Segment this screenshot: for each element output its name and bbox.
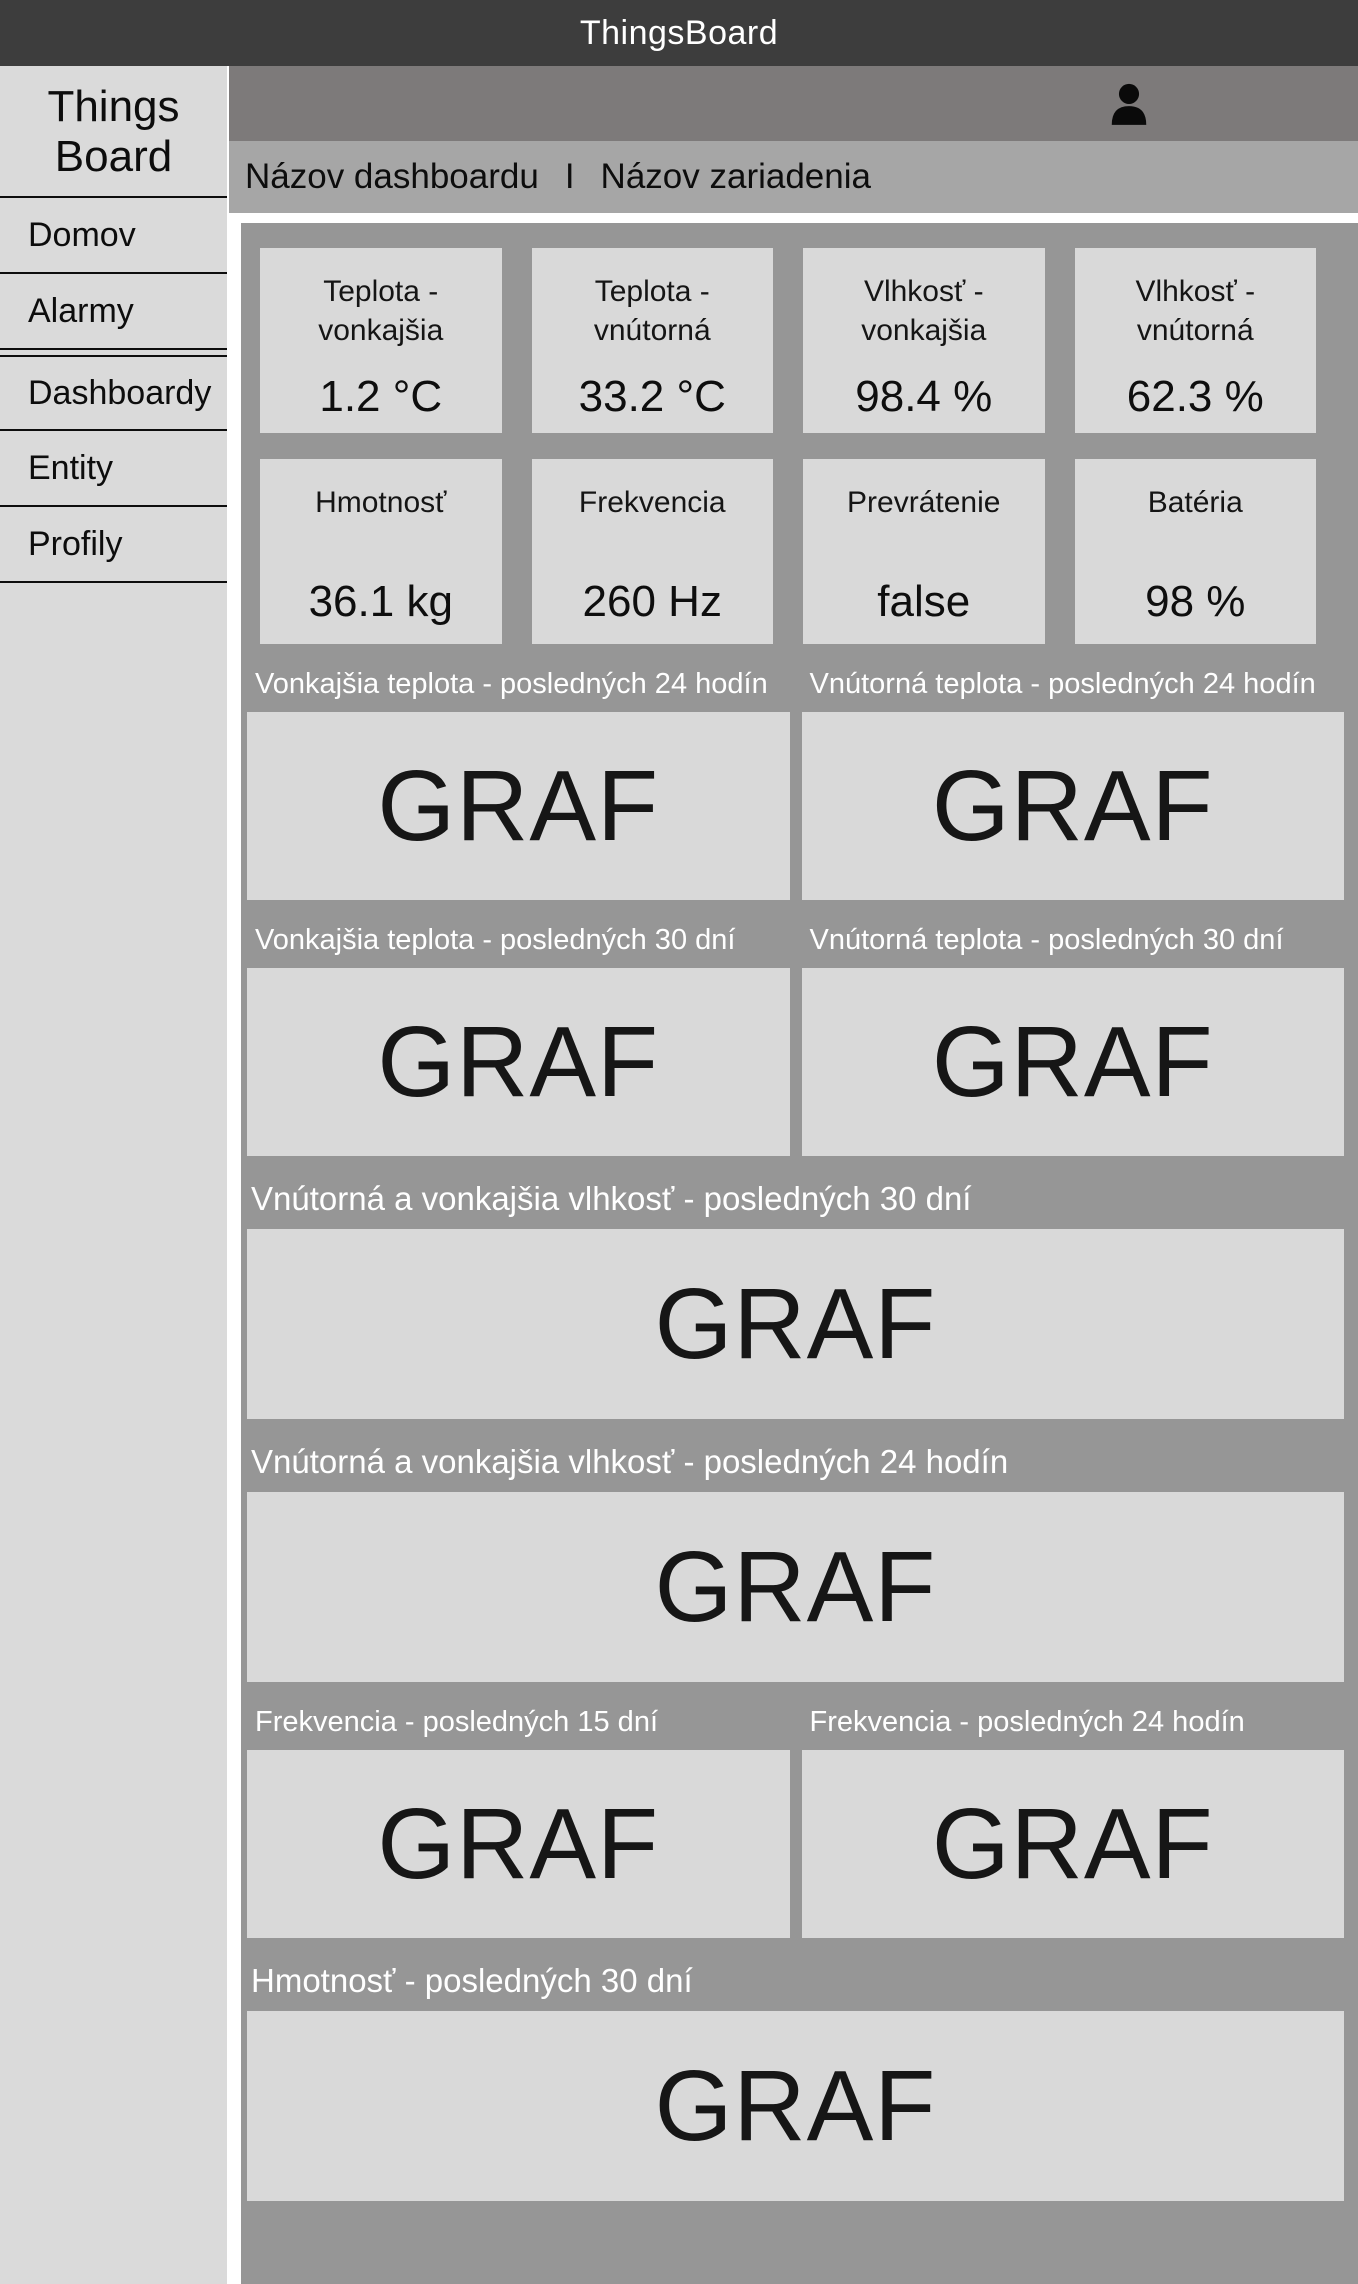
metric-title: Hmotnosť <box>315 486 447 519</box>
metric-value: 33.2 °C <box>578 372 726 421</box>
graf-placeholder: GRAF <box>654 1530 937 1643</box>
sidebar-item-label: Profily <box>28 524 123 563</box>
graf-placeholder: GRAF <box>654 2049 937 2162</box>
chart-title: Vonkajšia teplota - posledných 24 hodín <box>255 668 768 700</box>
metric-title: Teplota - vnútorná <box>593 275 711 347</box>
sidebar-item-label: Entity <box>28 448 114 487</box>
chart-section-temp-24h: Vonkajšia teplota - posledných 24 hodín … <box>247 668 1344 900</box>
chart-section-humidity-24h: Vnútorná a vonkajšia vlhkosť - poslednýc… <box>247 1443 1344 1682</box>
chart-frequency-24h: Frekvencia - posledných 24 hodín GRAF <box>801 1706 1344 1938</box>
breadcrumb: Názov dashboardu I Názov zariadenia <box>229 141 1358 213</box>
sidebar-item-profily[interactable]: Profily <box>0 507 227 583</box>
chart-title: Vnútorná teplota - posledných 24 hodín <box>809 668 1316 700</box>
sidebar-item-entity[interactable]: Entity <box>0 431 227 507</box>
metric-value: 1.2 °C <box>319 372 443 421</box>
metric-value: 98 % <box>1145 577 1246 626</box>
chart-title: Vnútorná a vonkajšia vlhkosť - poslednýc… <box>251 1443 1009 1480</box>
chart-title: Vnútorná teplota - posledných 30 dní <box>809 924 1284 956</box>
user-profile-icon[interactable] <box>1106 80 1152 128</box>
metric-card-hmotnost: Hmotnosť 36.1 kg <box>260 459 502 644</box>
metric-title: Vlhkosť - vnútorná <box>1135 275 1256 347</box>
sidebar-item-domov[interactable]: Domov <box>0 198 227 274</box>
chart-title: Vnútorná a vonkajšia vlhkosť - poslednýc… <box>251 1180 972 1217</box>
graf-box: GRAF <box>801 712 1344 900</box>
chart-section-humidity-30d: Vnútorná a vonkajšia vlhkosť - poslednýc… <box>247 1180 1344 1419</box>
sidebar-item-label: Domov <box>28 215 136 254</box>
metric-row-2: Hmotnosť 36.1 kg Frekvencia 260 Hz Prevr… <box>260 459 1316 644</box>
metric-row-1: Teplota - vonkajšia 1.2 °C Teplota - vnú… <box>260 248 1316 433</box>
graf-placeholder: GRAF <box>931 749 1214 862</box>
graf-box: GRAF <box>801 968 1344 1156</box>
chart-section-frequency: Frekvencia - posledných 15 dní GRAF Frek… <box>247 1706 1344 1938</box>
metric-card-vlhkost-vnutorna: Vlhkosť - vnútorná 62.3 % <box>1074 248 1316 433</box>
sidebar-item-label: Alarmy <box>28 291 134 330</box>
metric-card-teplota-vonkajsia: Teplota - vonkajšia 1.2 °C <box>260 248 502 433</box>
chart-section-weight-30d: Hmotnosť - posledných 30 dní GRAF <box>247 1962 1344 2201</box>
main-area: Názov dashboardu I Názov zariadenia Tepl… <box>227 66 1358 2284</box>
sidebar-logo-line2: Board <box>54 132 173 181</box>
metric-title: Prevrátenie <box>847 486 1001 519</box>
graf-box: GRAF <box>247 1750 790 1938</box>
sidebar-item-dashboardy[interactable]: Dashboardy <box>0 355 227 431</box>
metric-card-vlhkost-vonkajsia: Vlhkosť - vonkajšia 98.4 % <box>803 248 1045 433</box>
chart-title: Frekvencia - posledných 24 hodín <box>809 1706 1245 1738</box>
graf-box: GRAF <box>247 1492 1344 1682</box>
breadcrumb-dashboard-name[interactable]: Názov dashboardu <box>245 157 539 196</box>
sidebar-item-alarmy[interactable]: Alarmy <box>0 274 227 350</box>
graf-placeholder: GRAF <box>377 749 660 862</box>
metric-title: Teplota - vonkajšia <box>318 275 444 347</box>
chart-title: Frekvencia - posledných 15 dní <box>255 1706 658 1738</box>
graf-placeholder: GRAF <box>931 1005 1214 1118</box>
graf-box: GRAF <box>247 712 790 900</box>
toolbar <box>229 66 1358 141</box>
chart-title: Vonkajšia teplota - posledných 30 dní <box>255 924 736 956</box>
metric-card-frekvencia: Frekvencia 260 Hz <box>531 459 773 644</box>
metric-title: Batéria <box>1147 486 1243 519</box>
breadcrumb-device-name[interactable]: Názov zariadenia <box>600 157 871 196</box>
metric-card-bateria: Batéria 98 % <box>1074 459 1316 644</box>
graf-placeholder: GRAF <box>931 1787 1214 1900</box>
chart-title: Hmotnosť - posledných 30 dní <box>251 1962 693 1999</box>
chart-section-temp-30d: Vonkajšia teplota - posledných 30 dní GR… <box>247 924 1344 1156</box>
metric-value: 260 Hz <box>582 577 722 626</box>
sidebar-item-label: Dashboardy <box>28 373 212 412</box>
app-bar: ThingsBoard <box>0 0 1358 66</box>
sidebar-logo-line1: Things <box>47 82 180 131</box>
graf-box: GRAF <box>247 2011 1344 2201</box>
metric-value: 98.4 % <box>855 372 993 421</box>
graf-box: GRAF <box>247 1229 1344 1419</box>
chart-frequency-15d: Frekvencia - posledných 15 dní GRAF <box>247 1706 790 1938</box>
chart-indoor-temp-30d: Vnútorná teplota - posledných 30 dní GRA… <box>801 924 1344 1156</box>
sidebar-logo: Things Board <box>0 66 227 198</box>
graf-box: GRAF <box>247 968 790 1156</box>
app-title: ThingsBoard <box>579 13 779 52</box>
metric-title: Vlhkosť - vonkajšia <box>861 275 987 347</box>
app-shell: Things Board Domov Alarmy Dashboardy Ent… <box>0 66 1358 2284</box>
metric-value: 62.3 % <box>1126 372 1264 421</box>
sidebar: Things Board Domov Alarmy Dashboardy Ent… <box>0 66 227 2284</box>
graf-placeholder: GRAF <box>377 1787 660 1900</box>
graf-box: GRAF <box>801 1750 1344 1938</box>
chart-outdoor-temp-24h: Vonkajšia teplota - posledných 24 hodín … <box>247 668 790 900</box>
metric-title: Frekvencia <box>578 486 726 519</box>
dashboard-panel: Teplota - vonkajšia 1.2 °C Teplota - vnú… <box>241 223 1358 2284</box>
breadcrumb-separator: I <box>564 157 575 196</box>
metric-card-prevratenie: Prevrátenie false <box>803 459 1045 644</box>
metric-value: 36.1 kg <box>308 577 453 626</box>
metric-card-teplota-vnutorna: Teplota - vnútorná 33.2 °C <box>531 248 773 433</box>
chart-indoor-temp-24h: Vnútorná teplota - posledných 24 hodín G… <box>801 668 1344 900</box>
chart-outdoor-temp-30d: Vonkajšia teplota - posledných 30 dní GR… <box>247 924 790 1156</box>
graf-placeholder: GRAF <box>654 1267 937 1380</box>
graf-placeholder: GRAF <box>377 1005 660 1118</box>
metric-value: false <box>877 577 971 626</box>
